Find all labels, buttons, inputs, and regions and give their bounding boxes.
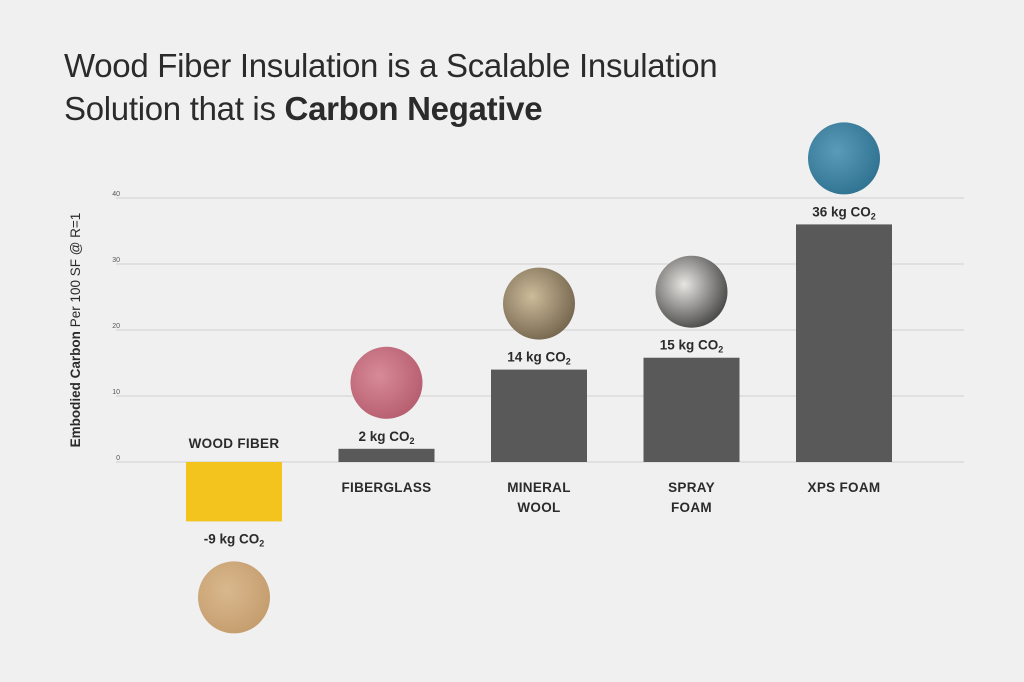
category-label-3: SPRAY FOAM — [668, 480, 715, 515]
fiberglass-photo — [350, 346, 423, 419]
bar-3 — [643, 357, 740, 462]
bar-1 — [338, 448, 435, 462]
title-line-2: Solution that is Carbon Negative — [64, 87, 717, 130]
bar-2 — [491, 369, 587, 462]
y-axis-label-rest: Per 100 SF @ R=1 — [68, 213, 83, 331]
wood-fiber-photo — [198, 561, 270, 634]
title-line-2-prefix: Solution that is — [64, 90, 285, 127]
value-label-1: 2 kg CO2 — [358, 429, 414, 446]
value-label-0: -9 kg CO2 — [204, 531, 265, 548]
y-tick-0: 0 — [116, 455, 120, 462]
value-label-4: 36 kg CO2 — [812, 204, 876, 221]
chart-title: Wood Fiber Insulation is a Scalable Insu… — [64, 44, 718, 130]
bar-0 — [186, 462, 282, 522]
mineral-wool-photo — [503, 267, 575, 340]
category-label-4: XPS FOAM — [808, 480, 881, 495]
bars — [186, 224, 892, 522]
bar-4 — [796, 224, 892, 462]
y-tick-20: 20 — [112, 323, 120, 330]
thumbnails — [198, 122, 880, 634]
category-label-1: FIBERGLASS — [341, 480, 431, 495]
y-axis: Embodied Carbon Per 100 SF @ R=1 0 10 20 30… — [68, 191, 120, 462]
value-label-3: 15 kg CO2 — [660, 338, 724, 355]
title-line-2-bold: Carbon Negative — [284, 90, 543, 127]
y-axis-label-bold: Embodied Carbon — [68, 331, 83, 447]
labels: -9 kg CO2 WOOD FIBER 2 kg CO2 FIBERGLASS 14 … — [189, 204, 881, 548]
y-tick-10: 10 — [112, 389, 120, 396]
spray-foam-photo — [655, 255, 728, 328]
y-tick-30: 30 — [112, 257, 120, 264]
value-label-2: 14 kg CO2 — [507, 350, 571, 367]
title-line-1: Wood Fiber Insulation is a Scalable Insu… — [64, 47, 718, 84]
y-tick-40: 40 — [112, 191, 120, 198]
y-axis-label: Embodied Carbon Per 100 SF @ R=1 — [68, 213, 83, 448]
category-label-2: MINERAL WOOL — [507, 480, 571, 515]
category-label-0: WOOD FIBER — [189, 436, 280, 451]
xps-foam-photo — [808, 122, 880, 195]
